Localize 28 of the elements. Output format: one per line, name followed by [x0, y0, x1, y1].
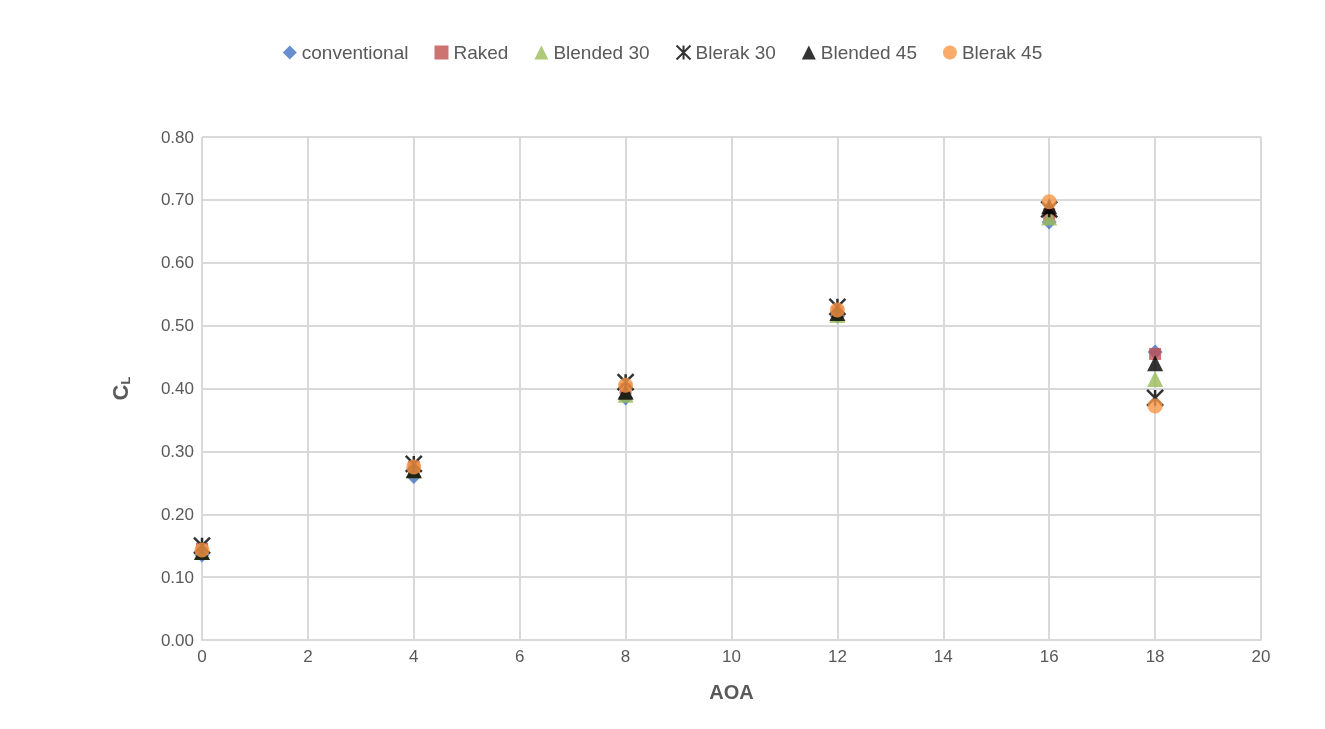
y-tick-label: 0.00 [160, 630, 194, 650]
x-axis-title: AOA [709, 681, 754, 703]
y-tick-label: 0.30 [160, 441, 194, 461]
x-tick-label: 10 [722, 647, 741, 666]
legend-label: Blended 45 [820, 42, 917, 63]
y-tick-label: 0.50 [160, 316, 194, 336]
y-tick-label: 0.20 [160, 504, 194, 524]
x-tick-label: 6 [514, 647, 525, 666]
legend-label: Blerak 45 [961, 42, 1043, 63]
y-tick-label: 0.10 [160, 567, 194, 587]
x-tick-label: 0 [197, 647, 207, 666]
x-tick-label: 18 [1145, 647, 1165, 666]
x-tick-label: 14 [933, 647, 953, 666]
x-tick-label: 16 [1039, 647, 1059, 666]
legend-label: conventional [301, 42, 409, 63]
y-tick-label: 0.70 [160, 190, 194, 210]
x-tick-label: 12 [827, 647, 847, 666]
legend-label: Raked [453, 42, 509, 63]
y-tick-label: 0.60 [160, 253, 194, 273]
legend-label: Blended 30 [553, 42, 650, 63]
x-tick-label: 20 [1251, 647, 1271, 666]
y-tick-label: 0.40 [160, 379, 194, 398]
y-tick-label: 0.80 [160, 127, 194, 147]
x-tick-label: 4 [409, 647, 419, 666]
y-axis-title: CL [108, 376, 133, 401]
x-tick-label: 8 [620, 647, 631, 666]
x-tick-label: 2 [303, 647, 313, 666]
legend-label: Blerak 30 [695, 42, 776, 63]
